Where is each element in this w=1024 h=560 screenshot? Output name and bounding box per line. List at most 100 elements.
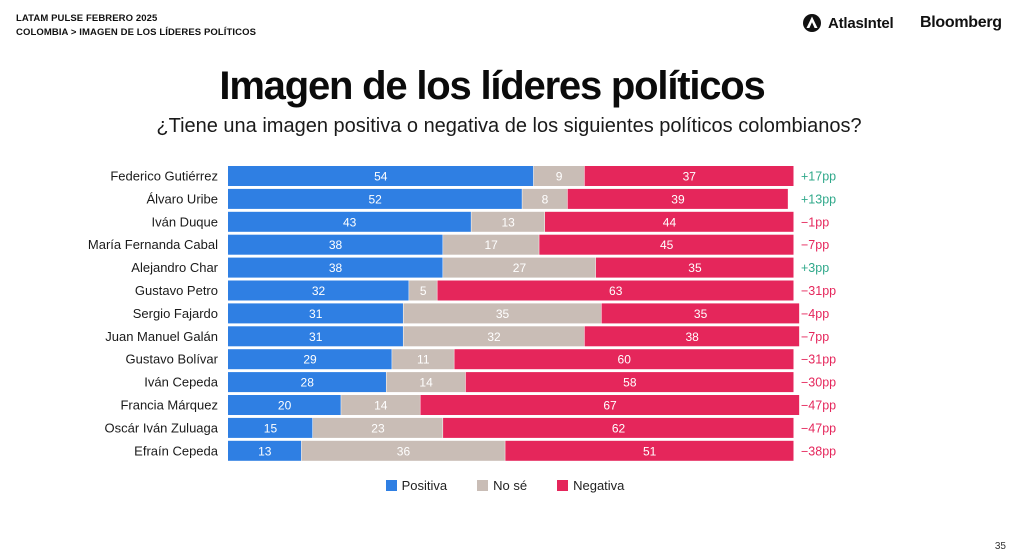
bar-segment-no-se <box>386 372 466 393</box>
data-label-no-se: 32 <box>487 330 501 344</box>
data-label-no-se: 8 <box>542 192 549 206</box>
data-label-no-se: 17 <box>485 238 499 252</box>
bar-segment-negativa <box>465 372 794 393</box>
stacked-bar-chart: Federico Gutiérrez 54 9 37 +17pp Álvaro Uribe… <box>88 166 836 461</box>
category-label: Federico Gutiérrez <box>110 169 218 184</box>
bar-segment-no-se <box>522 188 568 209</box>
net-difference-label: −30pp <box>801 376 836 390</box>
category-label: Iván Duque <box>152 214 219 229</box>
bar-segment-no-se <box>392 349 454 370</box>
data-label-negativa: 63 <box>609 284 623 298</box>
legend-label-no-se: No sé <box>493 478 528 493</box>
bar-segment-negativa <box>567 188 788 209</box>
data-label-positiva: 20 <box>278 399 292 413</box>
data-label-no-se: 9 <box>556 170 563 184</box>
bar-segment-no-se <box>341 395 420 415</box>
category-label: Álvaro Uribe <box>146 191 218 206</box>
bar-segment-positiva <box>228 234 443 255</box>
net-difference-label: −31pp <box>801 284 836 298</box>
bar-segment-no-se <box>301 440 505 461</box>
chart-subtitle: ¿Tiene una imagen positiva o negativa de… <box>156 115 862 137</box>
data-label-no-se: 13 <box>501 215 515 229</box>
data-label-negativa: 44 <box>663 215 677 229</box>
bar-segment-positiva <box>228 326 403 347</box>
net-difference-label: −47pp <box>801 421 836 435</box>
data-label-negativa: 37 <box>683 170 697 184</box>
bar-segment-positiva <box>228 440 302 461</box>
report-header-line2: COLOMBIA > IMAGEN DE LOS LÍDERES POLÍTIC… <box>16 27 257 38</box>
bar-segment-positiva <box>228 188 522 209</box>
bar-segment-positiva <box>228 349 392 370</box>
page-number: 35 <box>994 541 1006 552</box>
bar-segment-no-se <box>443 234 539 255</box>
data-label-positiva: 28 <box>301 376 315 390</box>
data-label-positiva: 31 <box>309 330 323 344</box>
data-label-negativa: 39 <box>671 192 685 206</box>
category-label: Gustavo Bolívar <box>126 352 219 367</box>
category-label: Iván Cepeda <box>144 375 218 390</box>
data-label-positiva: 31 <box>309 307 323 321</box>
chart-title: Imagen de los líderes políticos <box>219 64 765 108</box>
net-difference-label: −47pp <box>801 399 836 413</box>
net-difference-label: −31pp <box>801 353 836 367</box>
bar-segment-negativa <box>584 166 794 186</box>
net-difference-label: −38pp <box>801 444 836 458</box>
data-label-negativa: 60 <box>618 353 632 367</box>
data-label-no-se: 27 <box>513 261 527 275</box>
bar-segment-positiva <box>228 395 341 415</box>
net-difference-label: −4pp <box>801 307 829 321</box>
data-label-positiva: 13 <box>258 444 272 458</box>
data-label-no-se: 36 <box>397 444 411 458</box>
data-label-positiva: 29 <box>303 353 317 367</box>
data-label-positiva: 38 <box>329 261 343 275</box>
net-difference-label: +13pp <box>801 192 836 206</box>
data-label-negativa: 35 <box>688 261 702 275</box>
net-difference-label: +3pp <box>801 261 829 275</box>
data-label-negativa: 62 <box>612 421 626 435</box>
bar-segment-no-se <box>312 417 443 438</box>
category-label: Sergio Fajardo <box>133 306 218 321</box>
bar-segment-negativa <box>601 303 800 324</box>
bar-segment-no-se <box>471 211 545 232</box>
bar-segment-positiva <box>228 372 386 393</box>
data-label-no-se: 11 <box>417 353 430 367</box>
bar-segment-negativa <box>420 395 800 415</box>
net-difference-label: −1pp <box>801 215 829 229</box>
bar-segment-negativa <box>454 349 794 370</box>
data-label-negativa: 58 <box>623 376 637 390</box>
atlasintel-brand-name: AtlasIntel <box>828 14 894 32</box>
bar-segment-no-se <box>409 280 437 301</box>
net-difference-label: −7pp <box>801 330 829 344</box>
bar-segment-negativa <box>437 280 794 301</box>
bloomberg-logo: Bloomberg <box>920 14 1002 31</box>
legend-swatch-positiva <box>385 480 397 491</box>
legend-label-positiva: Positiva <box>401 478 448 493</box>
data-label-positiva: 52 <box>368 192 382 206</box>
atlas-mark-icon <box>803 14 821 32</box>
category-label: Francia Márquez <box>120 398 218 413</box>
bar-segment-negativa <box>544 211 794 232</box>
data-label-positiva: 54 <box>374 170 388 184</box>
data-label-negativa: 45 <box>660 238 674 252</box>
legend-item-no-se: No sé <box>477 478 527 493</box>
bar-segment-no-se <box>443 257 596 278</box>
data-label-positiva: 38 <box>329 238 343 252</box>
bar-segment-positiva <box>228 417 313 438</box>
data-label-no-se: 14 <box>419 376 433 390</box>
bar-segment-negativa <box>443 417 794 438</box>
category-label: Efraín Cepeda <box>134 443 219 458</box>
net-difference-label: +17pp <box>801 170 836 184</box>
data-label-negativa: 67 <box>603 399 617 413</box>
chart-legend: Positiva No sé Negativa <box>0 478 1010 493</box>
bar-segment-negativa <box>584 326 800 347</box>
data-label-positiva: 15 <box>264 421 278 435</box>
data-label-no-se: 14 <box>374 399 388 413</box>
bar-segment-no-se <box>403 326 585 347</box>
data-label-negativa: 35 <box>694 307 708 321</box>
bar-segment-negativa <box>595 257 794 278</box>
data-label-no-se: 23 <box>371 421 385 435</box>
legend-item-positiva: Positiva <box>385 478 448 493</box>
legend-label-negativa: Negativa <box>573 478 625 493</box>
report-header-line1: LATAM PULSE FEBRERO 2025 <box>16 13 158 24</box>
category-label: Alejandro Char <box>131 260 218 275</box>
